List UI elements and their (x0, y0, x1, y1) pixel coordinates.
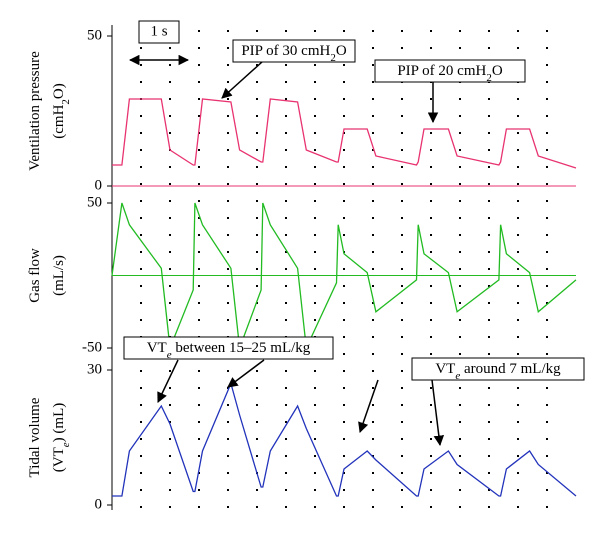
text-part: between 15–25 mL/kg (172, 340, 311, 356)
y-tick-label: 0 (95, 496, 103, 512)
subscript: e (167, 349, 172, 361)
label: PIP of 20 cmH2O (397, 63, 503, 83)
subscript: 2 (60, 99, 72, 105)
annotation-box (232, 39, 356, 63)
y-tick-label: 30 (87, 361, 102, 377)
trace (111, 202, 577, 351)
annotation-arrow (431, 379, 445, 447)
text-part: PIP of 20 cmH (397, 63, 486, 79)
annotation-arrow (227, 359, 265, 388)
subscript: 2 (330, 52, 336, 64)
label: Tidal volume (27, 397, 43, 477)
label: (mL/s) (51, 255, 67, 296)
subscript: e (455, 370, 460, 382)
annotation-box (123, 336, 334, 360)
annotation-arrow (358, 379, 379, 433)
label: VTe around 7 mL/kg (435, 361, 561, 381)
annotation-box (374, 59, 526, 83)
y-tick-label: -50 (82, 339, 102, 355)
label: Gas flow (27, 248, 43, 303)
text-part: (cmH (51, 104, 67, 138)
label: (VTe) (mL) (51, 403, 71, 472)
label: PIP of 30 cmH2O (241, 43, 347, 63)
text-part: VT (147, 340, 167, 356)
label: VTe between 15–25 mL/kg (147, 340, 311, 360)
annotation-box (411, 357, 585, 381)
annotation-arrow (157, 359, 179, 403)
y-tick-label: 50 (87, 194, 102, 210)
annotation-arrow (221, 61, 263, 99)
subscript: e (60, 442, 72, 447)
text-part: PIP of 30 cmH (241, 43, 330, 59)
scale-box (138, 20, 180, 44)
text-part: O (492, 63, 503, 79)
text-part: O) (51, 83, 67, 99)
scale-label: 1 s (150, 23, 167, 39)
label: (cmH2O) (51, 83, 71, 138)
text-part: ) (mL) (51, 403, 67, 443)
text-part: around 7 mL/kg (460, 361, 561, 377)
text-part: Tidal volume (27, 397, 43, 477)
y-tick-label: 0 (95, 177, 103, 193)
text-part: (VT (51, 447, 67, 472)
subscript: 2 (486, 72, 492, 84)
text-part: O (336, 43, 347, 59)
trace (112, 381, 577, 497)
text-part: VT (435, 361, 455, 377)
text-part: Gas flow (27, 248, 43, 303)
text-part: Ventilation pressure (27, 51, 43, 171)
trace (112, 98, 577, 169)
y-tick-label: 50 (87, 27, 102, 43)
label: Ventilation pressure (27, 51, 43, 171)
text-part: (mL/s) (51, 255, 67, 296)
